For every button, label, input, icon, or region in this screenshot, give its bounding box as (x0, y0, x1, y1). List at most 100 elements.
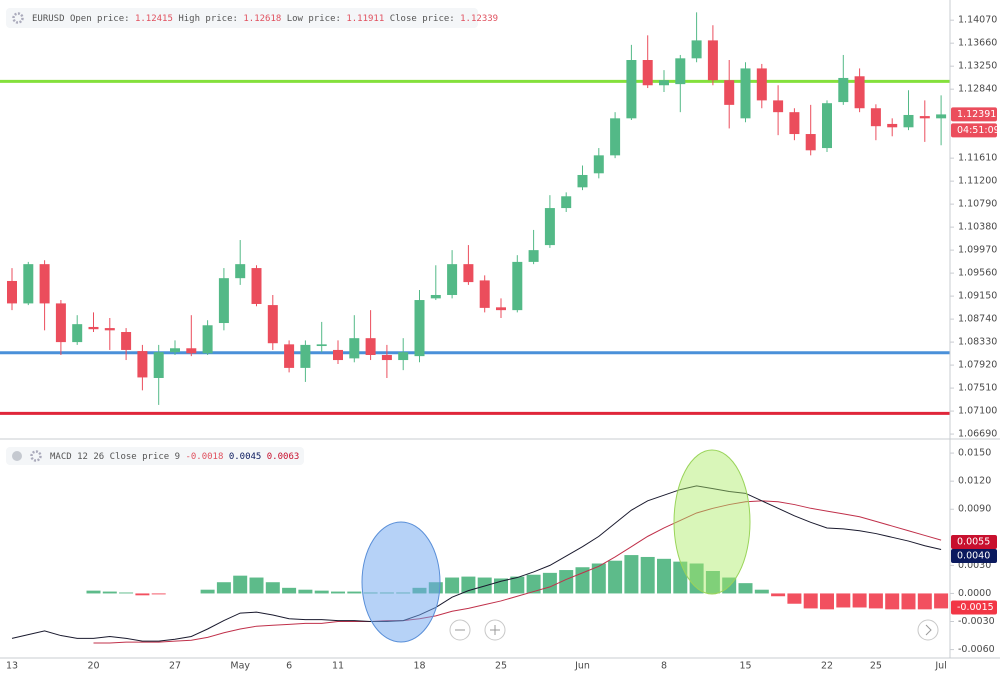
candle-body (805, 134, 816, 151)
histogram-bar (494, 578, 508, 594)
candle-body (593, 155, 604, 174)
candle-body (691, 40, 702, 59)
candle-body (316, 344, 327, 347)
candle-body (479, 280, 490, 308)
candle-body (936, 114, 947, 119)
macd-line (11, 485, 942, 642)
x-tick-label: May (230, 661, 250, 672)
histogram-bar (282, 587, 297, 594)
legend-label: Low price: (287, 14, 341, 24)
legend-value: -0.0018 (185, 452, 223, 462)
candle-body (186, 348, 197, 354)
legend-label: High price: (178, 14, 238, 24)
candle-body (789, 112, 800, 135)
histogram-bar (705, 570, 720, 594)
candle-body (267, 305, 278, 344)
candle-body (626, 60, 637, 119)
candle-body (218, 278, 229, 324)
candle-body (7, 280, 17, 304)
candle-body (561, 196, 572, 209)
y-tick-label: 1.08740 (958, 314, 997, 325)
annotations (361, 449, 751, 643)
candle-body (251, 268, 262, 304)
legend-text: MACD 12 26 Close price 9 -0.0018 0.0045 … (50, 452, 299, 462)
y-tick-label: 1.11200 (958, 176, 997, 187)
y-tick-label: 0.0030 (958, 560, 991, 571)
histogram-bar (510, 576, 525, 594)
zoom-controls[interactable] (449, 619, 939, 641)
legend-text: EURUSD Open price: 1.12415 High price: 1… (32, 14, 498, 24)
indicator-title: MACD 12 26 Close price 9 (50, 452, 180, 462)
y-tick-label: 1.10380 (958, 222, 997, 233)
y-tick-label: 1.14070 (958, 15, 997, 26)
y-tick-label: -0.0030 (958, 616, 995, 627)
highlight-ellipse (361, 521, 441, 643)
legend-label: Close price: (390, 14, 455, 24)
histogram-bar (119, 592, 134, 594)
candle-body (675, 58, 686, 85)
x-tick-label: Jul (934, 661, 946, 672)
candle-body (381, 354, 392, 361)
candle-body (838, 77, 849, 103)
settings-icon[interactable] (30, 450, 42, 462)
y-tick-label: 1.13250 (958, 61, 997, 72)
y-tick-label: 1.09560 (958, 268, 997, 279)
candle-body (284, 344, 295, 368)
candle-body (88, 326, 99, 330)
candle-body (137, 351, 148, 378)
scroll-right-button[interactable] (917, 619, 939, 641)
price-tag (951, 549, 997, 564)
countdown-label: 04:51:09 (957, 125, 1000, 136)
x-tick-label: 18 (413, 661, 425, 672)
histogram-bar (934, 593, 949, 609)
countdown-tag (951, 123, 997, 138)
histogram-bar (102, 591, 117, 594)
x-tick-label: 15 (739, 661, 751, 672)
candle-body (544, 208, 555, 246)
candle-body (447, 264, 458, 295)
settings-icon[interactable] (12, 12, 24, 24)
candle-body (496, 307, 506, 311)
histogram-bar (624, 555, 639, 594)
price-tag-label: -0.0015 (957, 602, 994, 613)
candle-body (512, 261, 523, 311)
legend-value: 1.12339 (460, 14, 498, 24)
candle-body (430, 294, 441, 299)
symbol: EURUSD (32, 14, 65, 24)
histogram-bar (657, 558, 671, 594)
histogram-bar (216, 582, 231, 594)
candle-body (919, 116, 930, 119)
y-tick-label: 0.0120 (958, 476, 991, 487)
candle-body (23, 264, 34, 304)
candle-body (642, 60, 653, 86)
x-tick-label: 20 (87, 661, 99, 672)
x-tick-label: 27 (169, 661, 181, 672)
candle-body (724, 80, 735, 105)
y-tick-label: 1.13660 (958, 38, 997, 49)
candle-body (202, 325, 213, 354)
x-tick-label: 8 (661, 661, 667, 672)
candle-body (153, 352, 164, 378)
legend-box (6, 447, 304, 465)
x-tick-label: 6 (286, 661, 292, 672)
legend-value: 1.12618 (243, 14, 281, 24)
histogram-bar (265, 582, 280, 594)
candle-body (170, 348, 180, 353)
y-tick-label: 1.09970 (958, 245, 997, 256)
histogram-bar (249, 577, 264, 594)
candle-body (365, 338, 376, 355)
histogram-bar (151, 593, 166, 595)
candle-body (121, 332, 132, 350)
candle-body (235, 264, 246, 279)
candle-body (333, 349, 343, 361)
candle-body (887, 123, 898, 128)
close-icon[interactable] (12, 451, 22, 461)
histogram-bar (591, 563, 606, 594)
x-tick-label: 22 (821, 661, 833, 672)
histogram-bar (640, 556, 655, 594)
histogram-bar (803, 593, 818, 609)
histogram-bar (526, 574, 541, 594)
legend-label: Open price: (70, 14, 130, 24)
candle-body (610, 118, 621, 156)
